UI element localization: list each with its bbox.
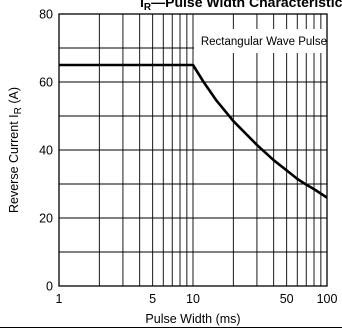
y-tick-label: 80 (39, 8, 53, 22)
legend: Rectangular Wave Pulse (194, 29, 329, 53)
grid (59, 14, 327, 286)
x-tick-label: 10 (186, 292, 200, 306)
chart-title: IR—Pulse Width Characteristics (140, 0, 342, 13)
y-axis-title-subscript: R (13, 107, 24, 114)
x-tick-labels: 1 5 10 50 100 (56, 292, 338, 306)
x-tick-label: 100 (317, 292, 338, 306)
y-axis-title-main: Reverse Current I (7, 114, 21, 213)
x-axis-title: Pulse Width (ms) (145, 312, 240, 326)
y-tick-label: 60 (39, 76, 53, 90)
y-tick-label: 20 (39, 212, 53, 226)
y-tick-label: 0 (46, 280, 53, 294)
legend-text: Rectangular Wave Pulse (201, 36, 327, 48)
y-tick-label: 40 (39, 144, 53, 158)
svg-text:IR—Pulse Width Characteristic: IR—Pulse Width Characteristics (140, 0, 342, 13)
y-axis-title-unit: (A) (7, 87, 21, 107)
x-tick-label: 1 (56, 292, 63, 306)
title-rest: —Pulse Width Characteristics (151, 0, 342, 10)
y-tick-labels: 0 20 40 60 80 (39, 8, 53, 294)
x-tick-label: 50 (280, 292, 294, 306)
y-axis-title: Reverse Current IR (A) (7, 87, 24, 213)
x-tick-label: 5 (149, 292, 156, 306)
